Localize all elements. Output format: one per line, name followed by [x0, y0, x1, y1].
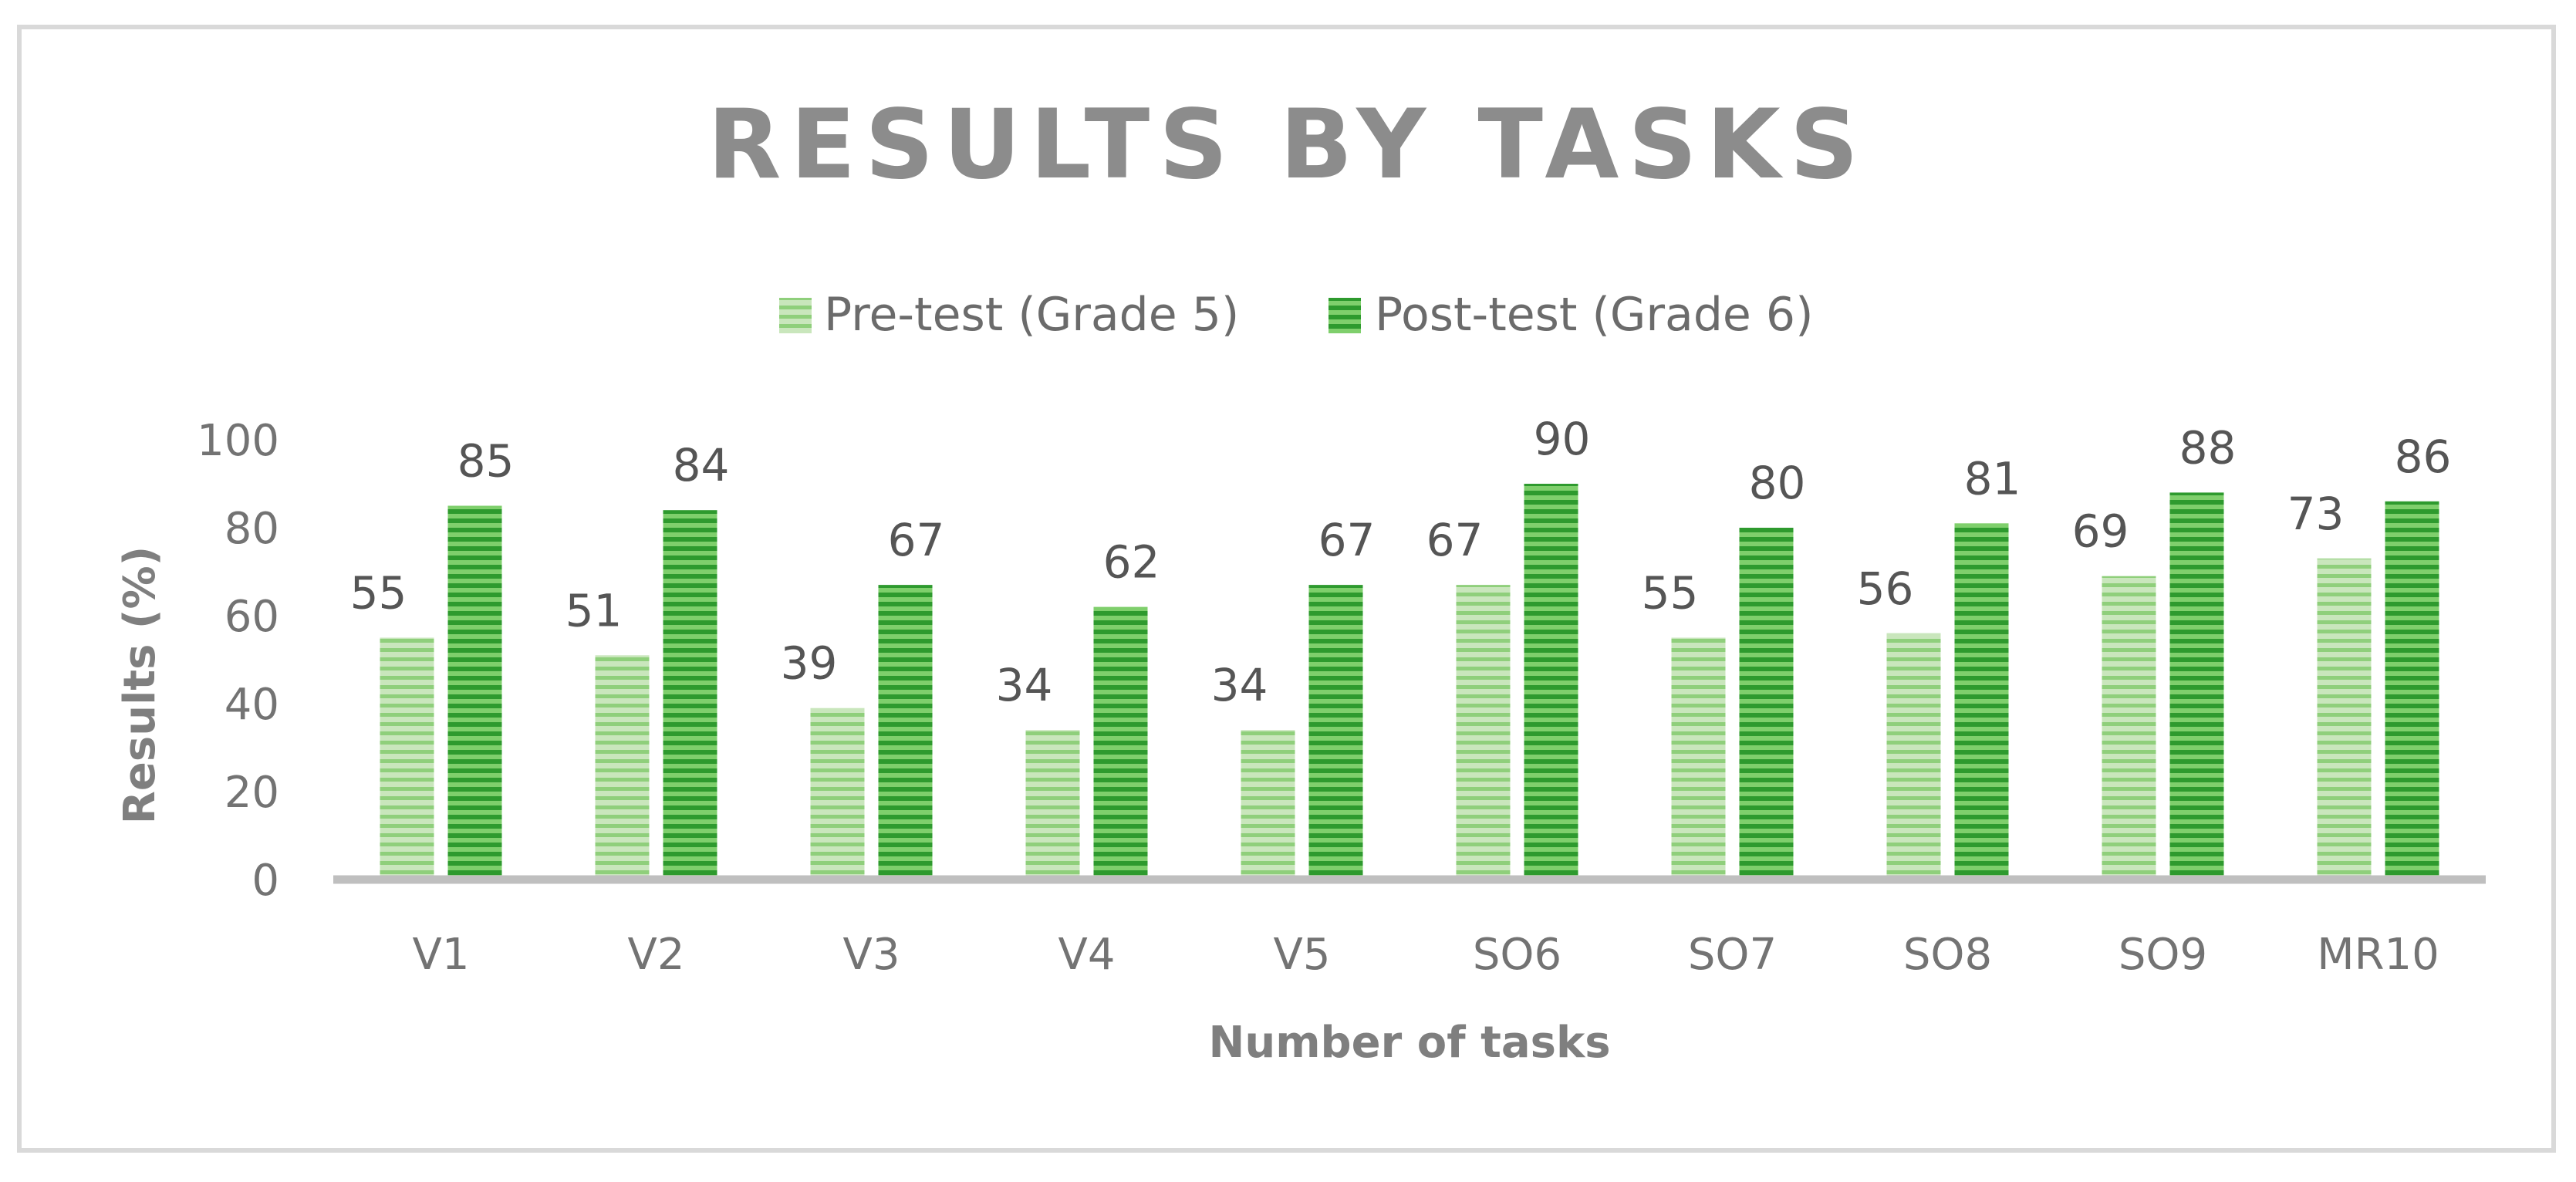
x-tick-label: V1: [413, 930, 470, 980]
data-label-pre-test-so6: 67: [1426, 514, 1484, 566]
bar-pre-test-v5: [1241, 730, 1295, 880]
data-label-post-test-v3: 67: [888, 514, 945, 566]
x-tick-label: SO8: [1903, 930, 1992, 980]
data-label-pre-test-so9: 69: [2072, 505, 2129, 558]
x-tick-label: MR10: [2317, 930, 2439, 980]
data-label-pre-test-v4: 34: [996, 659, 1053, 711]
bar-pre-test-v2: [595, 655, 650, 880]
data-label-pre-test-so8: 56: [1857, 562, 1914, 615]
bar-post-test-so9: [2169, 492, 2224, 880]
x-tick-label: SO6: [1473, 930, 1561, 980]
x-tick-label: SO9: [2119, 930, 2207, 980]
bar-pre-test-v3: [810, 708, 865, 880]
data-label-post-test-so6: 90: [1534, 413, 1591, 465]
x-tick-label: V3: [843, 930, 900, 980]
data-label-pre-test-v3: 39: [781, 637, 838, 690]
bar-pre-test-v4: [1025, 730, 1080, 880]
bar-pre-test-so8: [1886, 633, 1941, 880]
data-label-post-test-v4: 62: [1103, 536, 1160, 589]
legend-swatch-pre-test: [779, 298, 812, 333]
bar-post-test-mr10: [2385, 501, 2439, 880]
bar-post-test-v1: [447, 505, 502, 880]
y-tick-label: 40: [225, 680, 279, 730]
data-label-post-test-so7: 80: [1749, 457, 1806, 509]
legend-label-post-test: Post-test (Grade 6): [1375, 288, 1813, 342]
data-label-post-test-so9: 88: [2179, 421, 2237, 474]
legend: Pre-test (Grade 5) Post-test (Grade 6): [779, 288, 1813, 342]
x-axis-title: Number of tasks: [1208, 1018, 1610, 1068]
data-label-pre-test-mr10: 73: [2287, 488, 2345, 540]
data-label-post-test-v5: 67: [1318, 514, 1376, 566]
bar-post-test-v3: [878, 585, 933, 880]
y-axis-title: Results (%): [115, 546, 165, 824]
bars: [380, 484, 2439, 880]
bar-post-test-so8: [1954, 523, 2009, 880]
bar-post-test-v5: [1308, 585, 1363, 880]
data-label-post-test-mr10: 86: [2395, 431, 2452, 483]
bar-post-test-v4: [1093, 606, 1148, 880]
data-label-post-test-v2: 84: [673, 439, 730, 491]
data-label-pre-test-v1: 55: [350, 567, 407, 620]
x-tick-label: SO7: [1688, 930, 1777, 980]
data-label-post-test-so8: 81: [1964, 452, 2021, 505]
y-axis-ticks: 0 20 40 60 80 100: [197, 416, 279, 906]
bar-pre-test-so9: [2102, 576, 2156, 880]
y-tick-label: 60: [225, 592, 279, 642]
bar-post-test-v2: [663, 510, 717, 880]
legend-swatch-post-test: [1329, 298, 1361, 333]
bar-post-test-so6: [1524, 484, 1578, 880]
bar-post-test-so7: [1739, 528, 1794, 880]
data-labels: 55 85 51 84 39 67 34 62 34 67 67 90 55 80 56 81 69 88 73 86: [350, 413, 2452, 711]
chart-title: RESULTS BY TASKS: [707, 89, 1868, 201]
x-axis-ticks: V1 V2 V3 V4 V5 SO6 SO7 SO8 SO9 MR10: [413, 930, 2439, 980]
data-label-post-test-v1: 85: [457, 435, 515, 488]
x-tick-label: V2: [628, 930, 685, 980]
y-tick-label: 0: [252, 856, 279, 906]
x-tick-label: V4: [1058, 930, 1116, 980]
bar-pre-test-so6: [1456, 585, 1511, 880]
y-tick-label: 100: [197, 416, 279, 466]
data-label-pre-test-so7: 55: [1642, 567, 1699, 620]
bar-pre-test-mr10: [2317, 558, 2372, 880]
bar-pre-test-so7: [1671, 637, 1726, 880]
bar-pre-test-v1: [380, 637, 434, 880]
data-label-pre-test-v2: 51: [566, 584, 623, 637]
legend-label-pre-test: Pre-test (Grade 5): [824, 288, 1239, 342]
x-tick-label: V5: [1274, 930, 1331, 980]
y-tick-label: 20: [225, 768, 279, 818]
y-tick-label: 80: [225, 504, 279, 554]
data-label-pre-test-v5: 34: [1211, 659, 1268, 711]
